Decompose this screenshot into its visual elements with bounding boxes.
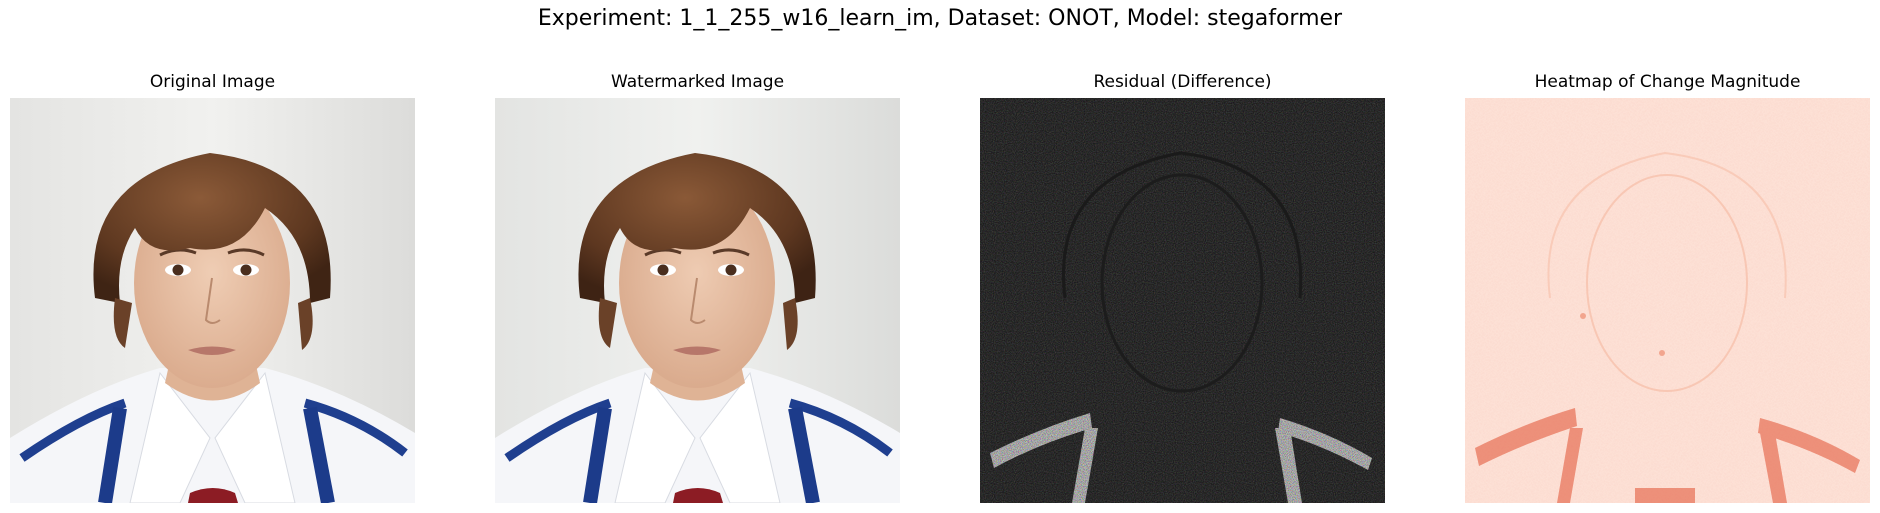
panel-watermarked: Watermarked Image: [495, 70, 900, 98]
panel-title-residual: Residual (Difference): [980, 70, 1385, 98]
panel-title-watermarked: Watermarked Image: [495, 70, 900, 98]
panel-residual: Residual (Difference): [980, 70, 1385, 98]
original-image: [10, 98, 415, 503]
heatmap-image: [1465, 98, 1870, 503]
watermarked-image: [495, 98, 900, 503]
panel-heatmap: Heatmap of Change Magnitude: [1465, 70, 1870, 98]
panel-title-heatmap: Heatmap of Change Magnitude: [1465, 70, 1870, 98]
figure-title: Experiment: 1_1_255_w16_learn_im, Datase…: [0, 4, 1880, 34]
panel-title-original: Original Image: [10, 70, 415, 98]
residual-image: [980, 98, 1385, 503]
panel-original: Original Image: [10, 70, 415, 98]
